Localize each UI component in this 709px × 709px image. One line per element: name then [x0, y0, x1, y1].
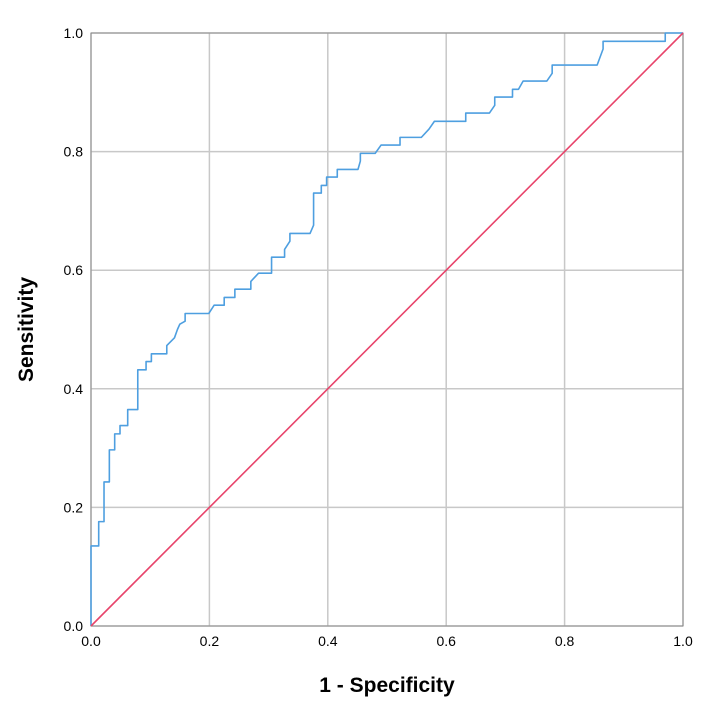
x-tick-label: 0.4 — [318, 633, 338, 649]
plot-frame — [90, 32, 684, 627]
roc-curve-line — [90, 32, 683, 626]
reference-line — [90, 32, 684, 627]
x-tick-label: 0.2 — [200, 633, 220, 649]
series-layer — [90, 32, 684, 627]
y-tick-label: 0.8 — [64, 144, 84, 160]
y-axis-ticks: 0.0 0.2 0.4 0.6 0.8 1.0 — [64, 25, 84, 634]
x-axis-title: 1 - Specificity — [319, 674, 455, 697]
y-tick-label: 1.0 — [64, 25, 84, 41]
y-tick-label: 0.6 — [64, 262, 84, 278]
y-axis-title: Sensitivity — [15, 277, 38, 382]
y-tick-label: 0.0 — [64, 618, 84, 634]
x-tick-label: 1.0 — [673, 633, 693, 649]
y-tick-label: 0.4 — [64, 381, 84, 397]
x-tick-label: 0.6 — [436, 633, 456, 649]
x-axis-ticks: 0.0 0.2 0.4 0.6 0.8 1.0 — [81, 633, 693, 649]
y-tick-label: 0.2 — [64, 499, 84, 515]
x-tick-label: 0.8 — [555, 633, 575, 649]
x-tick-label: 0.0 — [81, 633, 101, 649]
